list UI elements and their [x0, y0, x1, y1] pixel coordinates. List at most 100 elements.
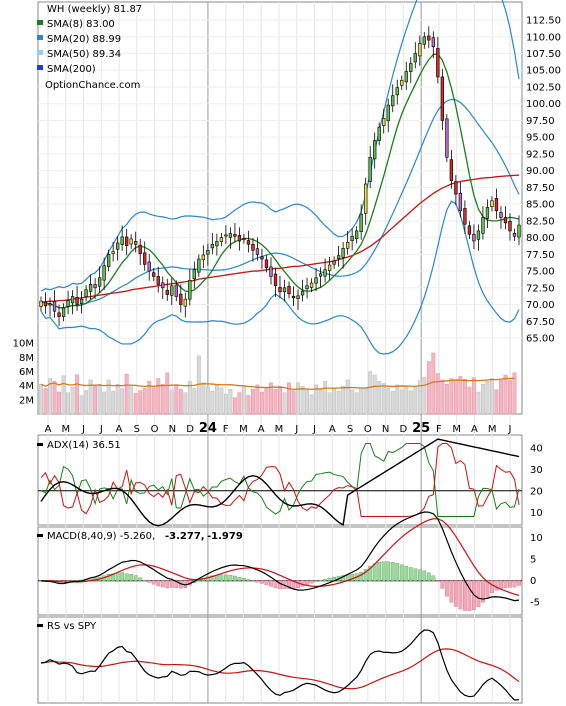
- volume-bar: [390, 391, 395, 415]
- volume-bar: [372, 374, 377, 415]
- legend-sma50: SMA(50) 89.34: [47, 49, 121, 60]
- volume-bar: [476, 391, 481, 415]
- volume-bar: [278, 386, 282, 415]
- rs-average-line: [40, 648, 520, 690]
- candle-body: [70, 296, 75, 304]
- plus-di-line: [40, 442, 520, 518]
- candle-body: [165, 289, 169, 295]
- volume-bar: [426, 361, 431, 415]
- volume-bar: [282, 392, 287, 415]
- volume-bar: [359, 387, 364, 415]
- volume-bar: [169, 389, 174, 415]
- macd-histogram-bar: [494, 580, 499, 591]
- macd-tick-label: 5: [530, 555, 536, 566]
- candle-body: [336, 255, 341, 259]
- volume-bar: [386, 388, 391, 415]
- volume-bar: [93, 386, 98, 415]
- volume-bar: [453, 380, 458, 415]
- candle-body: [183, 298, 187, 307]
- macd-histogram-bar: [395, 563, 400, 581]
- candle-body: [458, 192, 463, 212]
- x-tick-label: F: [436, 424, 442, 435]
- candle-body: [66, 300, 70, 307]
- candle-body: [84, 289, 88, 298]
- candle-body: [467, 225, 472, 235]
- x-tick-label: N: [382, 424, 389, 435]
- sma200-line: [41, 174, 520, 303]
- volume-bar: [79, 395, 84, 415]
- candle-body: [242, 238, 246, 241]
- legend-swatch-rs: [37, 624, 43, 627]
- legend-sma8: SMA(8) 83.00: [47, 19, 115, 30]
- macd-histogram-bar: [210, 575, 215, 581]
- volume-bar: [39, 383, 43, 415]
- volume-bar: [246, 395, 251, 415]
- candle-body: [287, 285, 291, 295]
- macd-histogram-bar: [255, 580, 260, 583]
- macd-line: [40, 511, 520, 602]
- x-tick-label: J: [312, 424, 316, 435]
- macd-histogram-bar: [422, 570, 427, 581]
- candle-body: [170, 285, 174, 296]
- volume-bar: [48, 378, 52, 415]
- volume-bar: [305, 388, 310, 415]
- candle-body: [79, 298, 84, 305]
- candle-body: [120, 236, 124, 245]
- sma20-line: [40, 98, 520, 309]
- macd-histogram-bar: [377, 561, 382, 581]
- macd-histogram-bar: [453, 580, 458, 607]
- price-tick-label: 67.50: [526, 317, 555, 328]
- adx-legend: ADX(14) 36.51: [37, 440, 121, 451]
- candle-body: [264, 259, 269, 269]
- x-tick-label: N: [169, 424, 176, 435]
- volume-bar: [354, 392, 359, 415]
- candle-body: [246, 240, 251, 245]
- volume-bar: [381, 383, 386, 415]
- candle-body: [485, 207, 490, 219]
- candle-body: [400, 79, 404, 86]
- volume-bar: [232, 397, 237, 415]
- legend-adx: ADX(14) 36.51: [47, 440, 121, 451]
- volume-bar: [431, 352, 436, 415]
- price-tick-label: 110.00: [526, 32, 561, 43]
- legend-macd-signal: -3.277,: [165, 531, 205, 542]
- macd-histogram-bar: [233, 575, 237, 581]
- minus-di-line: [40, 442, 520, 518]
- x-tick-label: J: [508, 424, 512, 435]
- volume-bar: [314, 384, 319, 415]
- candle-body: [445, 118, 449, 158]
- x-tick-label: M: [488, 424, 497, 435]
- price-tick-label: 77.50: [526, 250, 555, 261]
- candle-body: [341, 248, 345, 258]
- volume-bar: [422, 376, 427, 415]
- candle-body: [39, 300, 43, 307]
- macd-histogram-bar: [440, 580, 445, 589]
- axis-labels: A M J J A S O N D 24 F M A M J J A S O N D 25 F M A M J112.50110.0…: [13, 16, 561, 609]
- legend-macd-hist: -1.979: [207, 531, 243, 542]
- candle-body: [350, 235, 354, 241]
- macd-histogram-bar: [449, 580, 454, 603]
- candle-body: [97, 277, 102, 287]
- volume-bars: [39, 352, 517, 415]
- macd-histogram-bar: [413, 568, 418, 581]
- macd-histogram-bar: [147, 580, 152, 583]
- volume-bar: [508, 380, 512, 415]
- candle-body: [404, 71, 408, 83]
- candle-body: [233, 234, 237, 237]
- volume-bar: [499, 379, 503, 415]
- x-tick-label: D: [400, 424, 408, 435]
- candle-body: [318, 273, 323, 277]
- volume-bar: [512, 372, 517, 415]
- macd-histogram-bar: [269, 580, 273, 587]
- candle-body: [197, 258, 201, 273]
- volume-bar: [462, 379, 467, 415]
- x-tick-label: F: [223, 424, 229, 435]
- volume-bar: [133, 393, 138, 415]
- candle-body: [102, 265, 106, 281]
- volume-bar: [214, 384, 219, 415]
- candle-body: [210, 243, 215, 249]
- bollinger-upper: [40, 0, 520, 292]
- candle-body: [436, 48, 440, 78]
- volume-bar: [467, 386, 472, 415]
- macd-histogram-bar: [305, 580, 309, 586]
